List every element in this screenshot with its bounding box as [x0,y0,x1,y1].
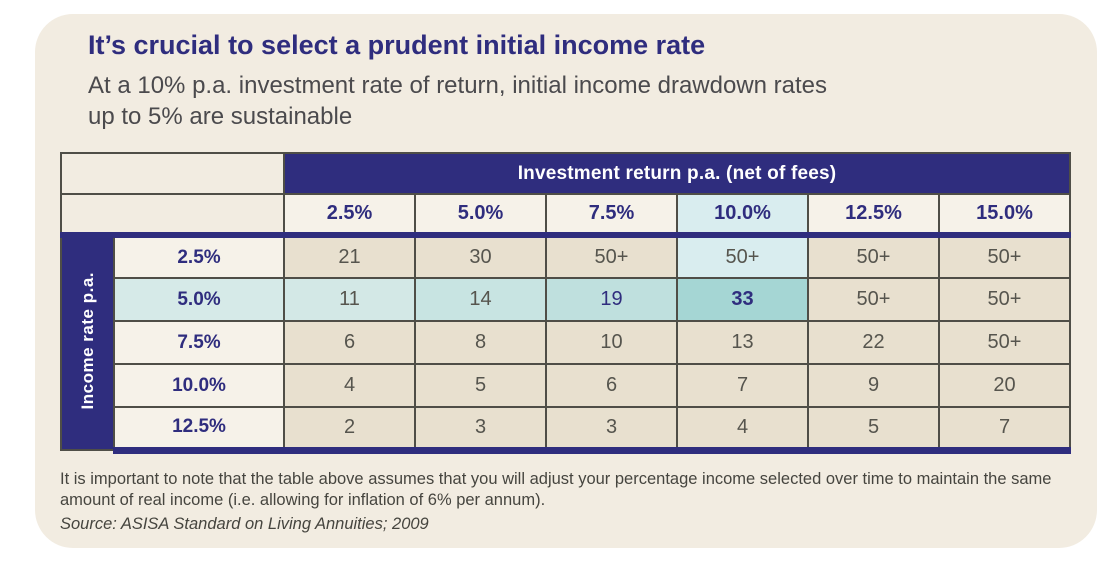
page-title: It’s crucial to select a prudent initial… [88,30,706,60]
table-cell: 9 [807,363,940,408]
table-corner [60,193,285,236]
table-cell: 50+ [937,277,1072,322]
column-group-header: Investment return p.a. (net of fees) [282,152,1072,195]
table-band-row: Investment return p.a. (net of fees) [60,152,1072,195]
row-label: 12.5% [113,406,285,454]
table-cell: 4 [283,363,416,408]
column-header: 12.5% [807,193,940,236]
table-cell: 14 [414,277,547,322]
column-header-row: 2.5% 5.0% 7.5% 10.0% 12.5% 15.0% [60,193,1072,236]
table-corner [60,152,285,195]
table-cell: 3 [545,406,678,454]
table-cell: 19 [545,277,678,322]
table-cell: 11 [283,277,416,322]
column-header-highlighted: 10.0% [676,193,809,236]
table-cell: 5 [414,363,547,408]
table-cell: 5 [807,406,940,454]
row-label: 7.5% [113,320,285,365]
table-cell: 10 [545,320,678,365]
row-label-highlighted: 5.0% [113,277,285,322]
table-cell: 6 [283,320,416,365]
table-row-highlighted: 5.0% 11 14 19 33 50+ 50+ [61,277,1072,322]
table-cell: 22 [807,320,940,365]
column-header: 15.0% [937,193,1072,236]
row-group-header: Income rate p.a. [60,232,115,451]
table-row: Income rate p.a. 2.5% 21 30 50+ 50+ 50+ … [60,232,1072,451]
table-row: 10.0% 4 5 6 7 9 20 [61,363,1072,408]
table-cell: 7 [676,363,809,408]
row-label: 2.5% [113,232,285,279]
table-cell: 50+ [937,232,1072,279]
table-cell: 50+ [807,277,940,322]
table-row: 7.5% 6 8 10 13 22 50+ [61,320,1072,365]
table-cell: 2 [283,406,416,454]
drawdown-table: Investment return p.a. (net of fees) 2.5… [60,152,1072,454]
column-header: 2.5% [283,193,416,236]
table-cell: 50+ [807,232,940,279]
page-subtitle: At a 10% p.a. investment rate of return,… [88,70,827,132]
table-cell-highlighted-column: 50+ [676,232,809,279]
subtitle-line-1: At a 10% p.a. investment rate of return,… [88,72,828,99]
footnote-text: It is important to note that the table a… [60,470,1052,509]
subtitle-line-2: up to 5% are sustainable [88,103,353,131]
column-header: 5.0% [414,193,547,236]
row-label: 10.0% [113,363,285,408]
table-cell-key-value: 33 [676,277,809,322]
column-header: 7.5% [545,193,678,236]
table-cell: 7 [937,406,1072,454]
row-group-header-label: Income rate p.a. [77,272,97,410]
source-citation: Source: ASISA Standard on Living Annuiti… [60,515,429,533]
table-cell: 21 [283,232,416,279]
table-row: 12.5% 2 3 3 4 5 7 [61,406,1072,454]
table-cell: 50+ [545,232,678,279]
table-cell: 6 [545,363,678,408]
table-cell: 50+ [937,320,1072,365]
table-cell: 30 [414,232,547,279]
table-cell: 20 [937,363,1072,408]
table-cell: 4 [676,406,809,454]
table-cell: 8 [414,320,547,365]
slide-card: It’s crucial to select a prudent initial… [35,14,1097,548]
table-cell: 3 [414,406,547,454]
table-cell: 13 [676,320,809,365]
